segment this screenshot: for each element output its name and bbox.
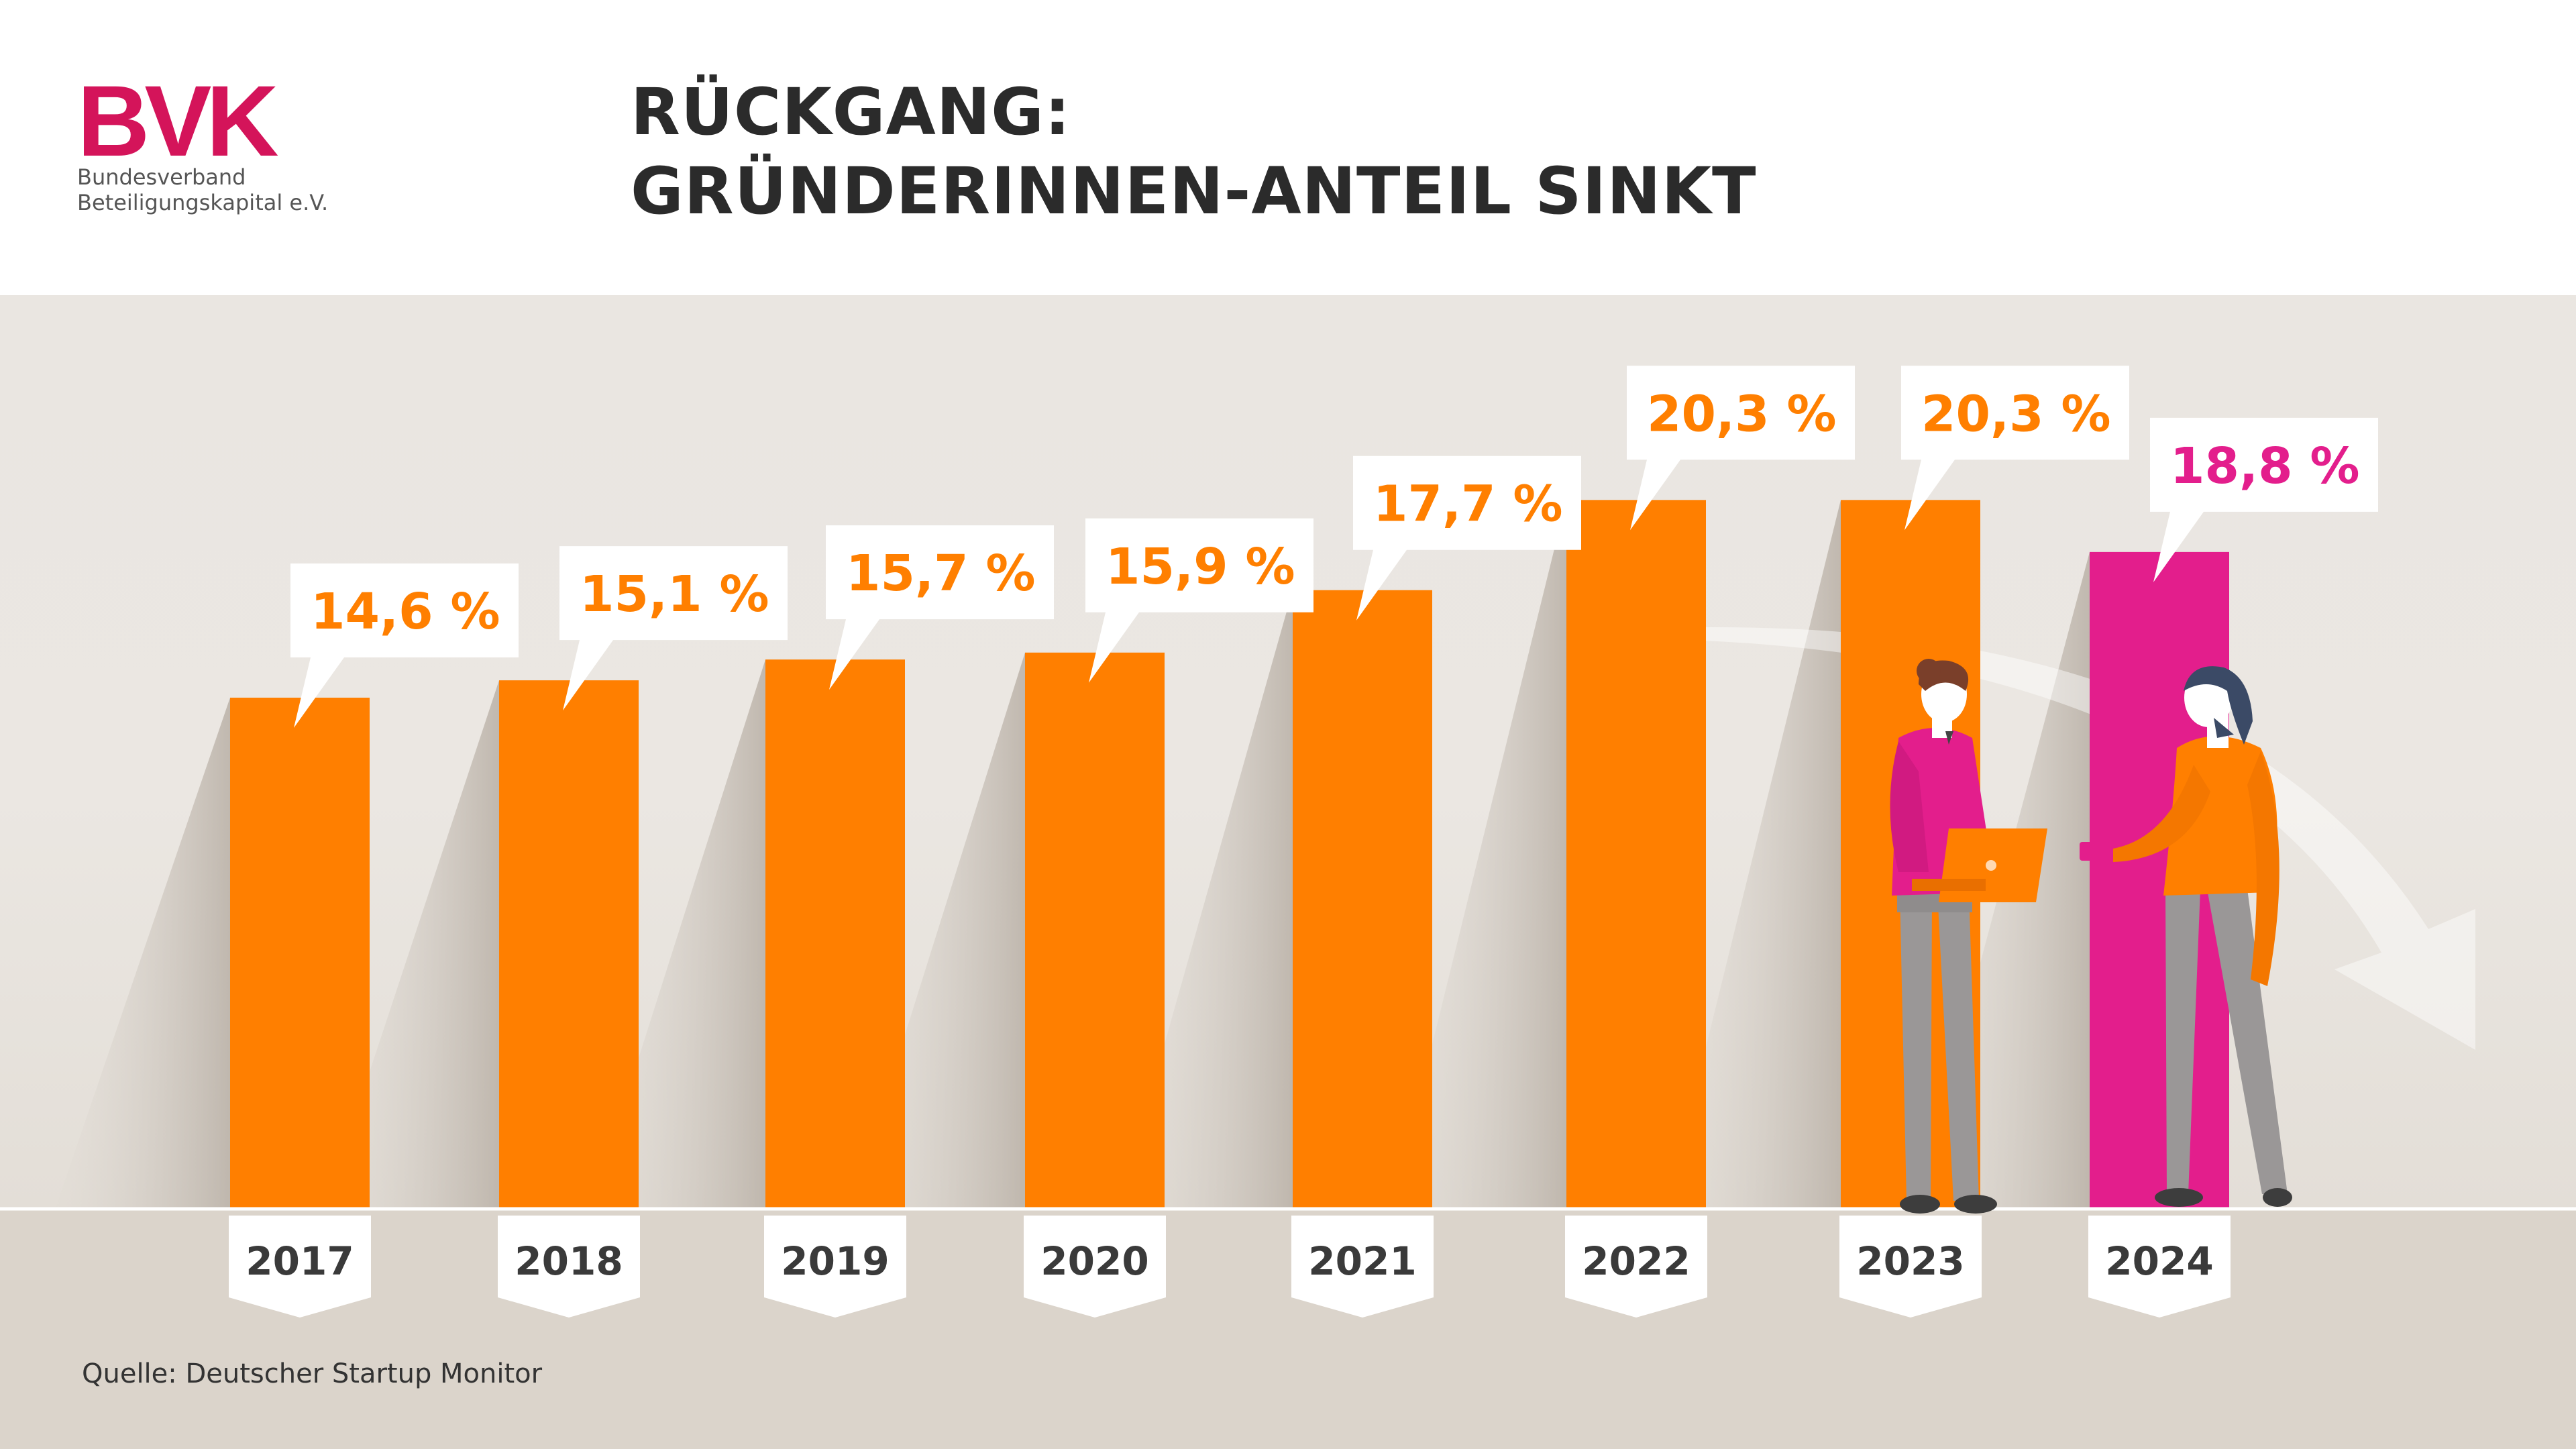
year-tag-2017: 2017 [229, 1216, 371, 1318]
year-tag-shape [1024, 1216, 1166, 1318]
year-label: 2021 [1308, 1238, 1416, 1284]
year-tag-shape [1291, 1216, 1434, 1318]
value-labels: 14,6 % 15,1 % 15,7 % 15,9 % 17,7 % 20,3 % 20,3… [290, 366, 2378, 728]
value-label-text: 17,7 % [1373, 476, 1563, 533]
value-label-text: 18,8 % [2170, 437, 2360, 495]
value-label-2021: 17,7 % [1353, 455, 1581, 621]
value-label-text: 20,3 % [1647, 385, 1837, 443]
value-label-2018: 15,1 % [559, 546, 788, 711]
value-label-2024: 18,8 % [2150, 417, 2378, 582]
bar-2022 [1566, 500, 1706, 1208]
bar-2020 [1025, 652, 1165, 1208]
year-tag-2021: 2021 [1291, 1216, 1434, 1318]
logo-mark: BVK [77, 64, 279, 177]
year-label: 2024 [2105, 1238, 2213, 1284]
value-label-2023: 20,3 % [1901, 366, 2129, 531]
year-tag-2022: 2022 [1565, 1216, 1707, 1318]
value-label-2022: 20,3 % [1627, 366, 1855, 531]
value-label-bubble [1353, 455, 1581, 621]
year-tag-shape [1839, 1216, 1982, 1318]
bar-shadow [325, 680, 499, 1208]
year-tag-shape [764, 1216, 906, 1318]
year-label: 2017 [246, 1238, 354, 1284]
year-tag-shape [229, 1216, 371, 1318]
bar-shadow [56, 698, 230, 1208]
woman-with-laptop-figure [1890, 659, 2047, 1214]
year-tag-2020: 2020 [1024, 1216, 1166, 1318]
value-label-bubble [2150, 417, 2378, 582]
illustration-founders [1890, 659, 2292, 1214]
header: BVK Bundesverband Beteiligungskapital e.… [0, 0, 2576, 295]
value-label-bubble [1085, 518, 1313, 683]
value-label-bubble [1627, 366, 1855, 531]
year-tag-shape [498, 1216, 640, 1318]
bars [230, 500, 2229, 1208]
value-label-text: 15,1 % [580, 566, 769, 623]
year-tags: 2017 2018 2019 2020 2021 2022 2023 2024 [229, 1216, 2231, 1318]
bar-shadow [1666, 500, 1841, 1208]
year-tag-2018: 2018 [498, 1216, 640, 1318]
bar-2018 [499, 680, 639, 1208]
year-tag-shape [1565, 1216, 1707, 1318]
value-label-text: 20,3 % [1921, 385, 2111, 443]
value-label-2020: 15,9 % [1085, 518, 1313, 683]
bar-shadow [1392, 500, 1566, 1208]
source-note: Quelle: Deutscher Startup Monitor [82, 1358, 543, 1389]
value-label-text: 14,6 % [311, 583, 500, 641]
year-label: 2018 [515, 1238, 623, 1284]
year-label: 2023 [1856, 1238, 1964, 1284]
value-label-2017: 14,6 % [290, 564, 519, 728]
year-tag-shape [2088, 1216, 2231, 1318]
value-label-bubble [290, 564, 519, 728]
value-label-bubble [559, 546, 788, 711]
bvk-logo: BVK Bundesverband Beteiligungskapital e.… [77, 64, 359, 231]
year-tag-2019: 2019 [764, 1216, 906, 1318]
value-label-text: 15,7 % [846, 545, 1036, 602]
year-label: 2022 [1582, 1238, 1690, 1284]
value-label-bubble [1901, 366, 2129, 531]
title-line-1: RÜCKGANG: [631, 74, 1071, 150]
title-line-2: GRÜNDERINNEN-ANTEIL SINKT [631, 154, 1757, 229]
year-tag-2024: 2024 [2088, 1216, 2231, 1318]
org-name-line-2: Beteiligungskapital e.V. [77, 190, 329, 215]
bar-shadow [591, 659, 765, 1208]
bar-2019 [765, 659, 905, 1208]
year-label: 2020 [1040, 1238, 1148, 1284]
year-tag-2023: 2023 [1839, 1216, 1982, 1318]
bar-2017 [230, 698, 370, 1208]
woman-with-phone-figure [2080, 666, 2292, 1207]
year-label: 2019 [781, 1238, 889, 1284]
bar-2021 [1293, 590, 1432, 1208]
page-title: RÜCKGANG: GRÜNDERINNEN-ANTEIL SINKT [631, 72, 2375, 231]
value-label-bubble [826, 525, 1054, 690]
value-label-text: 15,9 % [1106, 538, 1295, 596]
org-name-line-1: Bundesverband [77, 164, 246, 190]
value-label-2019: 15,7 % [826, 525, 1054, 690]
